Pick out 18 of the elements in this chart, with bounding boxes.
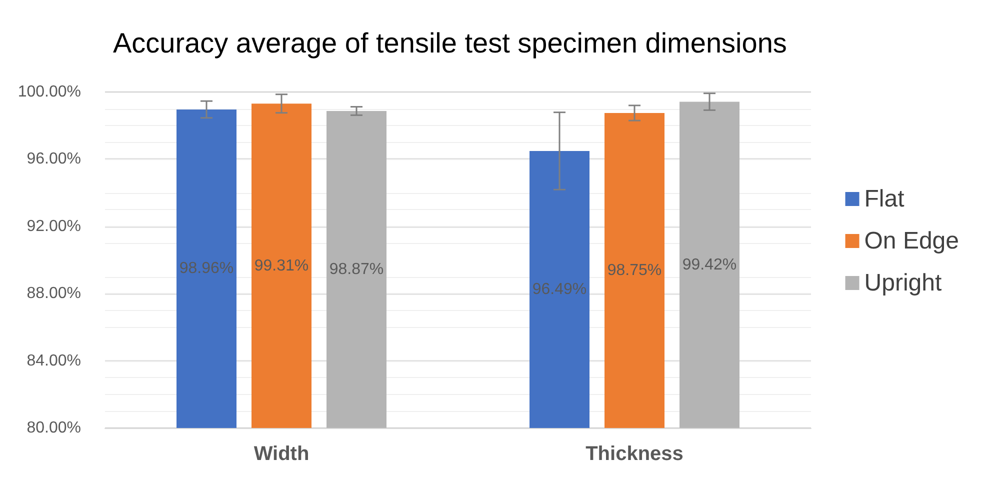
legend-label: Upright (864, 270, 942, 296)
x-tick-label: Width (254, 443, 310, 465)
y-tick-label: 100.00% (18, 84, 81, 100)
y-tick-label: 84.00% (26, 352, 81, 370)
data-label: 98.75% (607, 262, 662, 279)
data-label: 98.87% (329, 260, 384, 278)
y-tick-label: 96.00% (26, 150, 81, 168)
legend-label: Flat (864, 186, 905, 212)
y-tick-label: 92.00% (26, 218, 81, 235)
data-label: 99.31% (254, 257, 309, 274)
legend-label: On Edge (864, 228, 959, 254)
data-label: 98.96% (179, 260, 234, 278)
data-label: 96.49% (532, 280, 587, 298)
y-tick-label: 80.00% (26, 420, 81, 436)
data-label: 99.42% (682, 256, 737, 274)
y-tick-label: 88.00% (26, 285, 81, 302)
chart-title: Accuracy average of tensile test specimen dimensions (113, 28, 787, 58)
x-tick-label: Thickness (586, 443, 684, 465)
